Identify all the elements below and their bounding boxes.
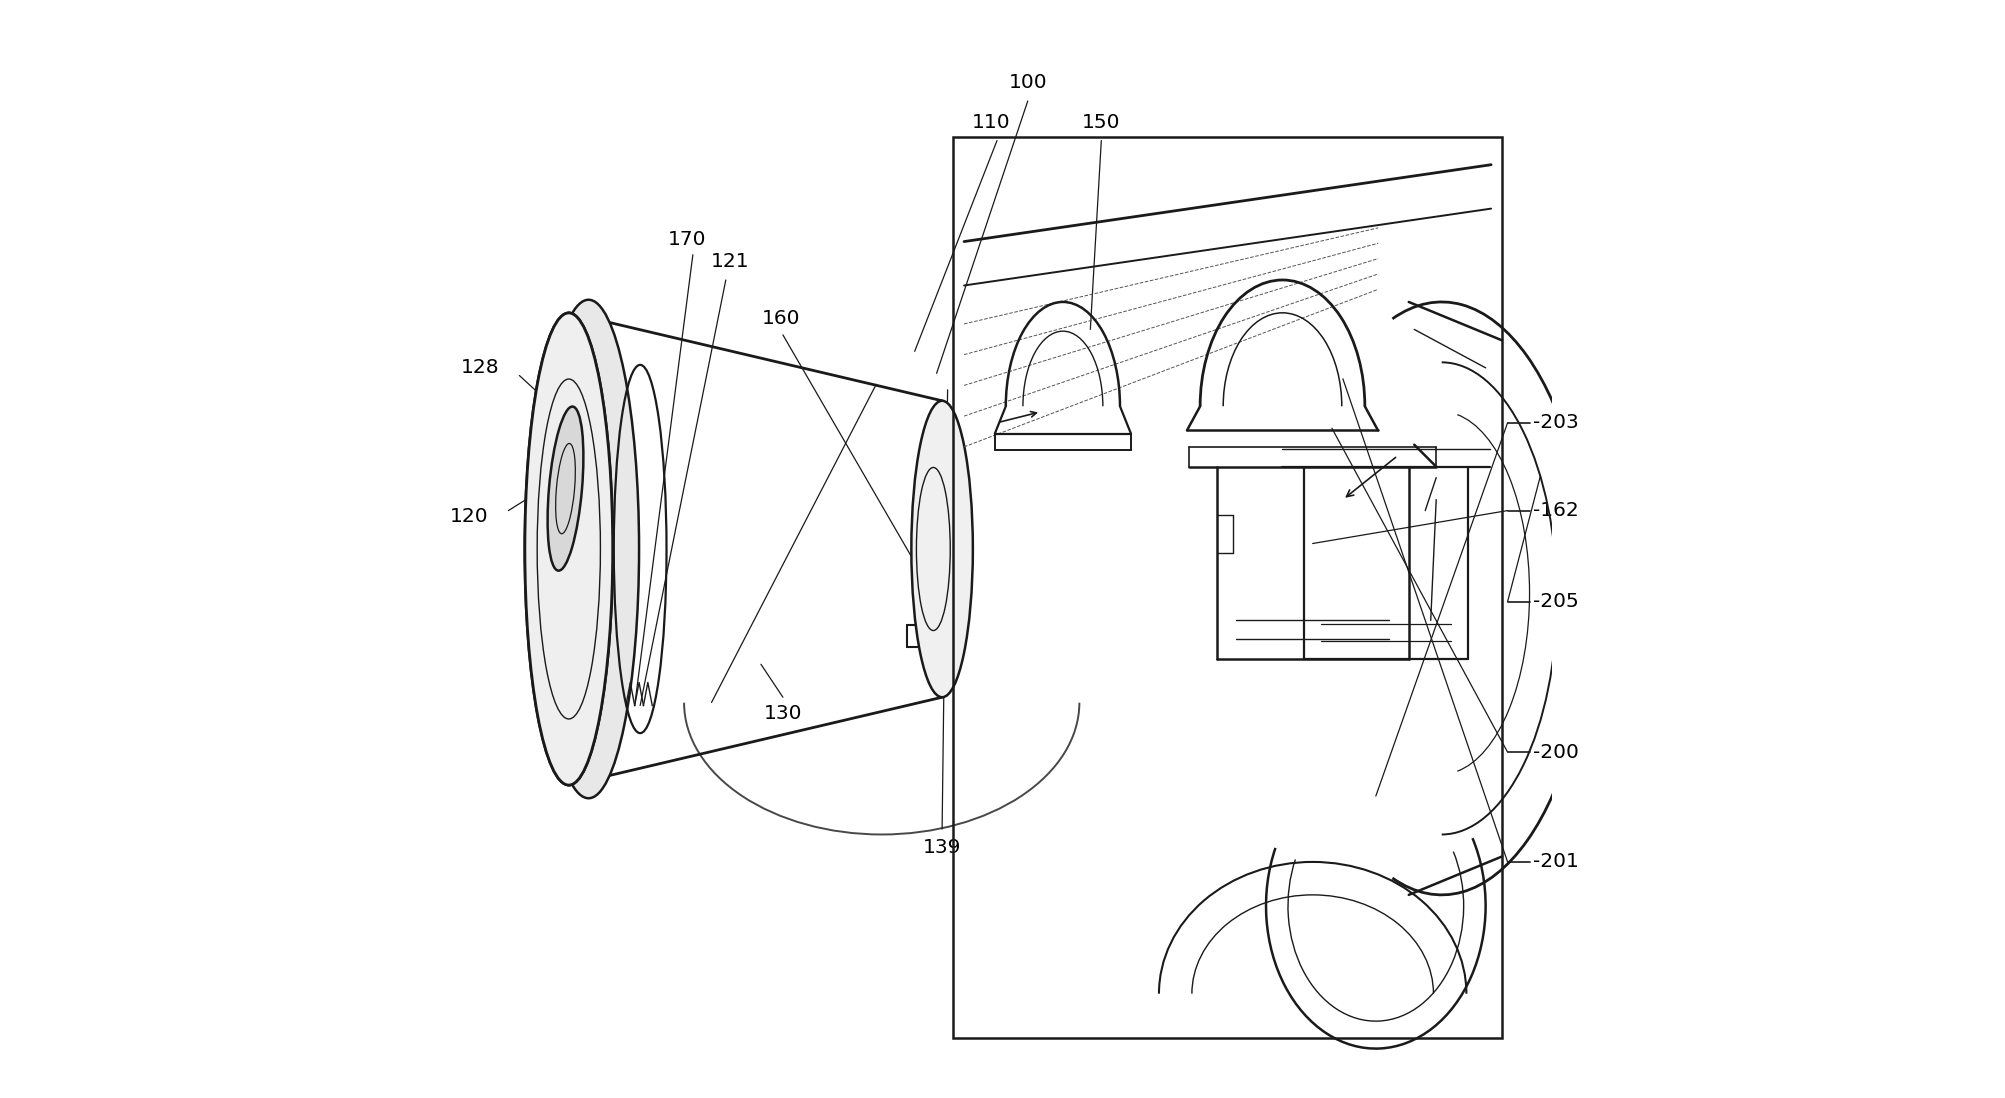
Text: 170: 170	[668, 229, 706, 249]
Text: 150: 150	[1083, 113, 1121, 133]
Ellipse shape	[912, 401, 972, 697]
Ellipse shape	[525, 313, 614, 785]
Text: 110: 110	[972, 113, 1011, 133]
Text: 100: 100	[1009, 72, 1047, 92]
Ellipse shape	[547, 406, 583, 571]
Bar	[952, 137, 1502, 1038]
Ellipse shape	[537, 300, 640, 798]
Text: -203: -203	[1534, 413, 1578, 433]
Text: 128: 128	[461, 358, 499, 378]
Text: 160: 160	[762, 309, 800, 328]
Text: 139: 139	[922, 838, 960, 858]
Ellipse shape	[525, 313, 614, 785]
Text: -200: -200	[1534, 742, 1578, 762]
Text: 130: 130	[764, 704, 802, 724]
Text: -205: -205	[1534, 592, 1578, 612]
Text: 120: 120	[449, 506, 489, 526]
Text: -162: -162	[1534, 501, 1578, 520]
Text: 121: 121	[712, 251, 750, 271]
Text: -201: -201	[1534, 852, 1578, 872]
